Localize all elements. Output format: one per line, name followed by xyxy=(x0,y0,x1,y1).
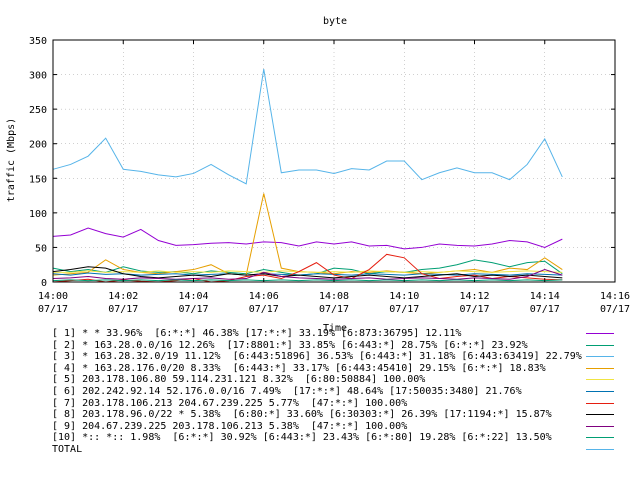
x-tick-label-date: 07/17 xyxy=(38,304,68,315)
legend-label: [ 7] 203.178.106.213 204.67.239.225 5.77… xyxy=(52,397,408,409)
legend-label: [ 9] 204.67.239.225 203.178.106.213 5.38… xyxy=(52,420,408,432)
legend-label: [ 1] * * 33.96% [6:*:*] 46.38% [17:*:*] … xyxy=(52,328,462,339)
x-tick-label-time: 14:06 xyxy=(249,291,279,302)
plot-frame xyxy=(52,39,616,283)
x-tick-label-time: 14:00 xyxy=(38,291,68,302)
x-tick-label-time: 14:16 xyxy=(600,291,630,302)
y-tick-label: 50 xyxy=(35,243,47,254)
y-tick-label: 200 xyxy=(29,140,47,151)
y-tick-label: 0 xyxy=(41,278,47,289)
series-line-10 xyxy=(52,279,563,282)
legend-swatch xyxy=(586,414,614,416)
x-tick-label-time: 14:10 xyxy=(389,291,419,302)
series-line-8 xyxy=(52,266,563,279)
legend-swatch xyxy=(586,391,614,392)
x-tick-label-date: 07/17 xyxy=(319,304,349,315)
y-tick-label: 250 xyxy=(29,105,47,116)
legend-entry: [ 8] 203.178.96.0/22 * 5.38% [6:80:*] 33… xyxy=(0,409,640,420)
legend-swatch xyxy=(586,425,614,427)
series-line-1 xyxy=(52,227,563,250)
x-tick-label-date: 07/17 xyxy=(108,304,138,315)
y-axis-label: traffic (Mbps) xyxy=(6,118,17,202)
chart-title: byte xyxy=(323,16,347,27)
x-tick-label-time: 14:04 xyxy=(178,291,208,302)
series-layer xyxy=(52,68,563,283)
legend-label: [ 5] 203.178.106.80 59.114.231.121 8.32%… xyxy=(52,374,426,386)
legend-swatch xyxy=(586,449,614,450)
x-tick-label-date: 07/17 xyxy=(178,304,208,315)
legend-swatch xyxy=(586,356,614,358)
x-tick-label-date: 07/17 xyxy=(600,304,630,315)
legend-label: [ 6] 202.242.92.14 52.176.0.0/16 7.49% [… xyxy=(52,386,522,397)
legend-label: [ 4] * 163.28.176.0/20 8.33% [6:443:*] 3… xyxy=(52,362,546,374)
legend-swatch xyxy=(586,437,614,439)
axis-ticks: 0 50 100 150 200 250 300 350 14:00 07/17 14:02 07/1… xyxy=(29,36,630,315)
series-line-6 xyxy=(52,272,563,276)
legend-swatch xyxy=(586,333,614,334)
series-line-3 xyxy=(52,68,563,185)
y-tick-label: 150 xyxy=(29,174,47,185)
series-line-9 xyxy=(52,269,563,280)
x-tick-label-time: 14:02 xyxy=(108,291,138,302)
legend-entry: [10] *:: *:: 1.98% [6:*:*] 30.92% [6:443… xyxy=(0,432,640,443)
grid-lines xyxy=(53,40,615,282)
x-tick-label-time: 14:08 xyxy=(319,291,349,302)
x-tick-label-date: 07/17 xyxy=(389,304,419,315)
x-tick-label-date: 07/17 xyxy=(249,304,279,315)
legend-swatch xyxy=(586,379,614,381)
legend-entry: [ 2] * 163.28.0.0/16 12.26% [17:8801:*] … xyxy=(0,340,640,351)
x-axis-label: Time xyxy=(323,323,347,334)
legend-swatch xyxy=(586,344,614,346)
legend-entry: [ 4] * 163.28.176.0/20 8.33% [6:443:*] 3… xyxy=(0,363,640,374)
legend-entry: [ 6] 202.242.92.14 52.176.0.0/16 7.49% [… xyxy=(0,386,640,397)
legend-entry: [ 7] 203.178.106.213 204.67.239.225 5.77… xyxy=(0,398,640,409)
x-tick-label-time: 14:14 xyxy=(530,291,560,302)
y-tick-label: 300 xyxy=(29,71,47,82)
legend-entry: [ 5] 203.178.106.80 59.114.231.121 8.32%… xyxy=(0,374,640,385)
legend-entry: [ 9] 204.67.239.225 203.178.106.213 5.38… xyxy=(0,421,640,432)
legend-label: TOTAL xyxy=(52,444,83,455)
x-tick-label-date: 07/17 xyxy=(530,304,560,315)
legend-entry: [ 1] * * 33.96% [6:*:*] 46.38% [17:*:*] … xyxy=(0,328,640,339)
legend-swatch xyxy=(586,402,614,404)
legend-label: [ 3] * 163.28.32.0/19 11.12% [6:443:5189… xyxy=(52,351,582,363)
legend-entry: TOTAL xyxy=(0,444,640,455)
x-tick-label-date: 07/17 xyxy=(459,304,489,315)
series-line-7 xyxy=(52,253,563,283)
y-tick-label: 350 xyxy=(29,36,47,47)
series-line-5 xyxy=(53,270,563,273)
legend-entry: [ 3] * 163.28.32.0/19 11.12% [6:443:5189… xyxy=(0,351,640,362)
legend-swatch xyxy=(586,367,614,369)
x-tick-label-time: 14:12 xyxy=(459,291,489,302)
legend-label: [10] *:: *:: 1.98% [6:*:*] 30.92% [6:443… xyxy=(52,432,552,444)
legend-label: [ 2] * 163.28.0.0/16 12.26% [17:8801:*] … xyxy=(52,339,528,351)
y-tick-label: 100 xyxy=(29,209,47,220)
legend-label: [ 8] 203.178.96.0/22 * 5.38% [6:80:*] 33… xyxy=(52,409,552,421)
